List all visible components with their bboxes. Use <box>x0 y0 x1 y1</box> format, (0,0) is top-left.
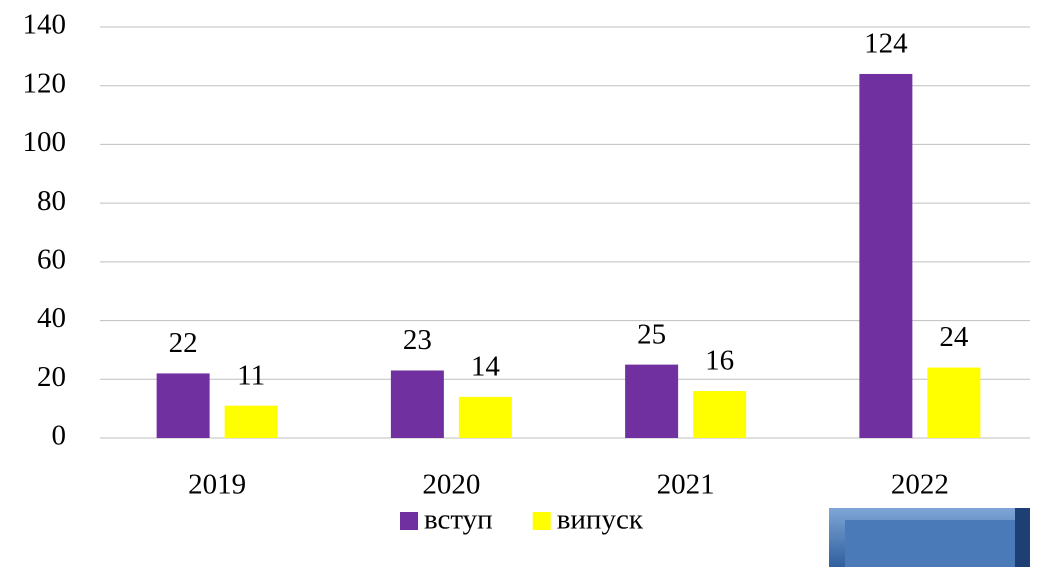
data-label: 22 <box>169 327 198 359</box>
x-tick-label: 2020 <box>422 469 480 501</box>
y-tick-label: 60 <box>37 244 66 276</box>
bar <box>224 405 278 438</box>
bar <box>625 364 679 438</box>
y-tick-label: 0 <box>52 420 67 452</box>
bar <box>156 373 210 438</box>
legend-label: вступ <box>424 504 493 536</box>
x-tick-label: 2022 <box>891 469 949 501</box>
decor-button <box>829 508 1030 567</box>
x-tick-label: 2021 <box>657 469 715 501</box>
data-label: 16 <box>705 345 734 377</box>
data-label: 24 <box>939 321 969 353</box>
y-tick-label: 40 <box>37 302 66 334</box>
bar <box>458 396 512 438</box>
legend-swatch <box>400 512 418 530</box>
data-label: 14 <box>471 351 501 383</box>
data-label: 25 <box>637 318 666 350</box>
bar <box>693 391 747 438</box>
x-tick-label: 2019 <box>188 469 246 501</box>
bar <box>390 370 444 438</box>
y-tick-label: 140 <box>23 9 67 41</box>
bar <box>927 367 981 438</box>
legend-label: випуск <box>557 504 644 536</box>
data-label: 124 <box>864 28 908 60</box>
data-label: 11 <box>237 359 265 391</box>
y-tick-label: 120 <box>23 67 67 99</box>
y-tick-label: 80 <box>37 185 66 217</box>
y-tick-label: 20 <box>37 361 66 393</box>
legend-swatch <box>532 512 551 530</box>
bar <box>859 73 913 438</box>
y-tick-label: 100 <box>23 126 67 158</box>
data-label: 23 <box>403 324 432 356</box>
